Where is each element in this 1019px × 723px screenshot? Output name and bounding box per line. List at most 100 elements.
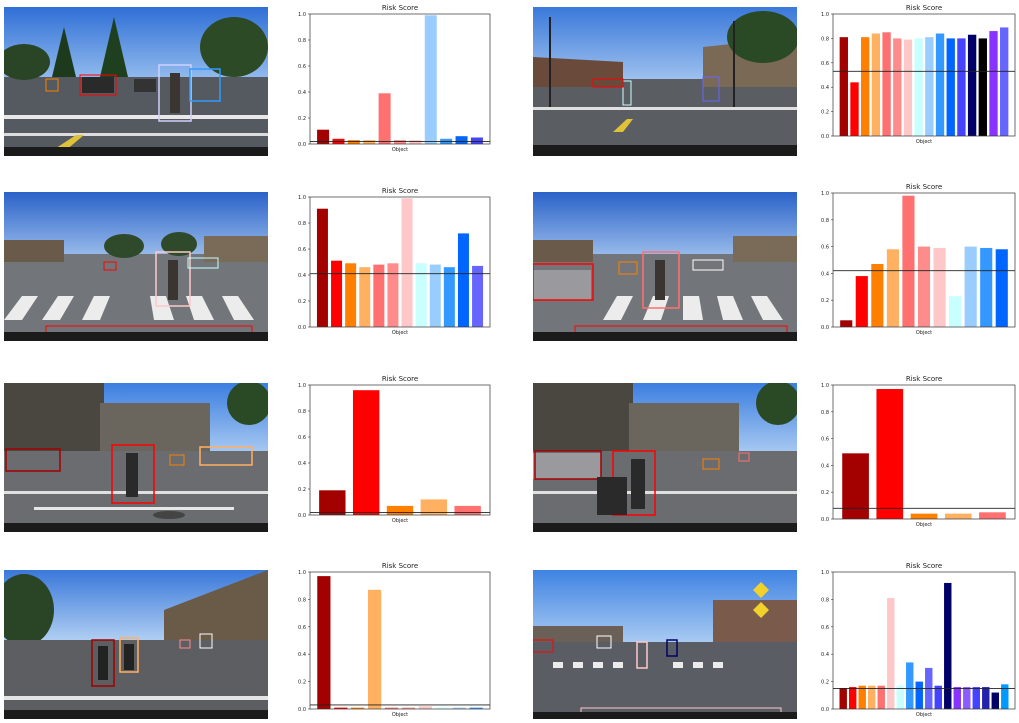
y-tick-label: 0.6 <box>298 64 306 70</box>
risk-bar <box>455 136 468 144</box>
risk-bar <box>319 490 346 515</box>
y-tick-label: 0.0 <box>298 707 306 713</box>
risk-bar <box>925 37 934 136</box>
risk-bar <box>387 263 399 327</box>
risk-bar <box>980 247 993 327</box>
camera-frame-6 <box>533 383 797 532</box>
chart-title: Risk Score <box>382 187 418 195</box>
risk-score-chart-1: Risk Score 0.0 0.2 0.4 0.6 0.8 1.0 Object <box>284 0 494 158</box>
street-scene-image <box>4 7 268 156</box>
chart-title: Risk Score <box>906 562 942 570</box>
y-tick-label: 1.0 <box>821 570 829 576</box>
risk-bar <box>887 598 895 709</box>
camera-frame-5 <box>4 383 268 532</box>
risk-bar <box>935 33 945 136</box>
y-tick-label: 0.6 <box>298 625 306 631</box>
risk-bar <box>871 33 881 136</box>
risk-bar <box>949 296 962 327</box>
chart-title: Risk Score <box>906 4 942 12</box>
y-tick-label: 1.0 <box>821 12 829 18</box>
y-tick-label: 0.8 <box>298 409 306 415</box>
risk-score-svg: Risk Score 0.0 0.2 0.4 0.6 0.8 1.0 Object <box>298 4 491 153</box>
risk-bar <box>944 513 972 519</box>
risk-bar <box>868 685 876 709</box>
camera-frame-3 <box>4 192 268 341</box>
risk-bar <box>1000 27 1009 137</box>
risk-score-svg: Risk Score 0.0 0.2 0.4 0.6 0.8 1.0 Object <box>821 375 1016 528</box>
risk-bar <box>373 264 385 327</box>
risk-score-svg: Risk Score 0.0 0.2 0.4 0.6 0.8 1.0 Object <box>821 4 1016 145</box>
y-tick-label: 0.4 <box>298 273 306 279</box>
y-tick-label: 0.0 <box>298 325 306 331</box>
y-tick-label: 0.4 <box>821 271 829 277</box>
risk-bar <box>842 453 869 519</box>
street-scene-image <box>4 192 268 341</box>
risk-score-chart-7: Risk Score 0.0 0.2 0.4 0.6 0.8 1.0 Object <box>284 558 494 723</box>
risk-score-svg: Risk Score 0.0 0.2 0.4 0.6 0.8 1.0 Object <box>298 562 491 718</box>
risk-bar <box>368 589 382 709</box>
risk-bar <box>316 208 328 327</box>
x-axis-label: Object <box>392 518 408 524</box>
risk-bar <box>906 662 914 709</box>
chart-title: Risk Score <box>382 4 418 12</box>
risk-bar <box>914 38 923 136</box>
risk-bar <box>435 707 449 709</box>
plot-frame <box>832 192 1016 328</box>
risk-bar <box>953 687 961 709</box>
plot-frame <box>309 13 491 145</box>
risk-bar <box>915 681 923 709</box>
y-tick-label: 1.0 <box>298 570 306 576</box>
risk-bar <box>352 390 380 515</box>
risk-bar <box>910 513 938 519</box>
risk-bar <box>902 195 915 327</box>
risk-bar <box>1001 684 1009 709</box>
street-scene-image <box>4 383 268 532</box>
y-tick-label: 0.4 <box>821 85 829 91</box>
risk-bar <box>858 685 866 709</box>
risk-score-chart-5: Risk Score 0.0 0.2 0.4 0.6 0.8 1.0 Object <box>284 371 494 529</box>
y-tick-label: 0.4 <box>298 90 306 96</box>
risk-bar <box>401 198 413 327</box>
y-tick-label: 0.2 <box>298 116 306 122</box>
camera-frame-2 <box>533 7 797 156</box>
risk-bar <box>850 82 859 136</box>
plot-frame <box>832 571 1016 710</box>
x-axis-label: Object <box>916 522 932 528</box>
risk-bar <box>944 582 952 709</box>
y-tick-label: 0.8 <box>821 218 829 224</box>
risk-score-chart-6: Risk Score 0.0 0.2 0.4 0.6 0.8 1.0 Object <box>807 371 1019 533</box>
y-tick-label: 0.6 <box>821 625 829 631</box>
risk-score-chart-2: Risk Score 0.0 0.2 0.4 0.6 0.8 1.0 Object <box>807 0 1019 150</box>
risk-bar <box>351 707 365 709</box>
risk-bar <box>917 246 931 327</box>
risk-bar <box>345 263 357 327</box>
y-tick-label: 0.6 <box>821 437 829 443</box>
risk-bar <box>454 505 481 515</box>
risk-bar <box>893 38 902 136</box>
risk-bar <box>840 320 853 327</box>
plot-frame <box>832 13 1016 137</box>
risk-score-chart-8: Risk Score 0.0 0.2 0.4 0.6 0.8 1.0 Object <box>807 558 1019 723</box>
risk-bar <box>871 264 884 327</box>
risk-bar <box>420 499 448 515</box>
risk-bar <box>972 687 980 709</box>
camera-frame-1 <box>4 7 268 156</box>
street-scene-image <box>4 570 268 719</box>
chart-title: Risk Score <box>382 375 418 383</box>
risk-bar <box>991 692 999 709</box>
risk-score-svg: Risk Score 0.0 0.2 0.4 0.6 0.8 1.0 Object <box>821 183 1016 336</box>
street-scene-image <box>533 570 797 719</box>
x-axis-label: Object <box>392 330 408 336</box>
risk-bar <box>470 137 483 144</box>
risk-bar <box>378 93 391 144</box>
y-tick-label: 0.0 <box>298 142 306 148</box>
risk-bar <box>359 267 371 327</box>
street-scene-image <box>533 383 797 532</box>
y-tick-label: 0.8 <box>821 597 829 603</box>
risk-bar <box>384 707 399 709</box>
risk-bar <box>429 264 441 327</box>
y-tick-label: 0.8 <box>298 597 306 603</box>
risk-bar <box>409 140 422 144</box>
y-tick-label: 1.0 <box>821 383 829 389</box>
y-tick-label: 0.2 <box>298 680 306 686</box>
